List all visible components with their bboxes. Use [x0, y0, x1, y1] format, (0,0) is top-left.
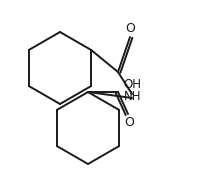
Text: OH: OH [123, 77, 141, 90]
Text: NH: NH [124, 90, 142, 103]
Text: O: O [124, 116, 134, 130]
Text: O: O [125, 22, 135, 35]
